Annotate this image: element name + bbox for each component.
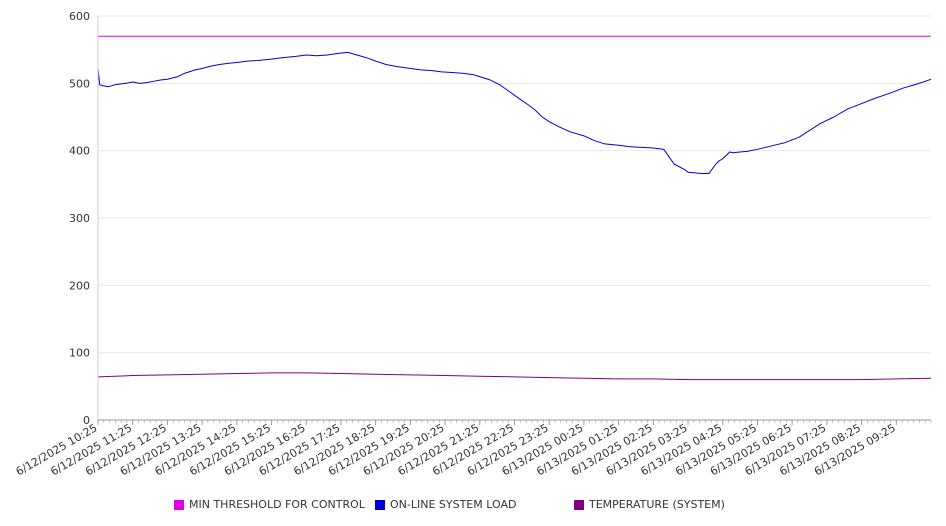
axes — [97, 16, 932, 425]
y-tick-label: 400 — [69, 145, 90, 158]
y-tick-label: 600 — [69, 10, 90, 23]
y-tick-label: 0 — [83, 414, 90, 427]
y-tick-label: 500 — [69, 77, 90, 90]
legend-swatch-min-threshold — [174, 499, 184, 510]
series-line-2 — [97, 372, 932, 381]
grid-lines — [98, 15, 931, 354]
legend-swatch-temperature — [574, 499, 584, 510]
legend-label-temperature: TEMPERATURE (SYSTEM) — [589, 498, 725, 511]
legend-item-min-threshold: MIN THRESHOLD FOR CONTROL — [174, 498, 365, 511]
y-tick-label: 200 — [69, 279, 90, 292]
legend-item-temperature: TEMPERATURE (SYSTEM) — [574, 498, 725, 511]
y-tick-label: 100 — [69, 347, 90, 360]
y-tick-label: 300 — [69, 212, 90, 225]
legend-item-online-system-load: ON-LINE SYSTEM LOAD — [375, 498, 516, 511]
legend-swatch-online-system-load — [375, 499, 385, 510]
legend: MIN THRESHOLD FOR CONTROL ON-LINE SYSTEM… — [0, 498, 946, 514]
legend-label-online-system-load: ON-LINE SYSTEM LOAD — [390, 498, 517, 511]
series-lines — [97, 35, 932, 381]
legend-label-min-threshold: MIN THRESHOLD FOR CONTROL — [189, 498, 365, 511]
series-line-1 — [97, 51, 932, 175]
